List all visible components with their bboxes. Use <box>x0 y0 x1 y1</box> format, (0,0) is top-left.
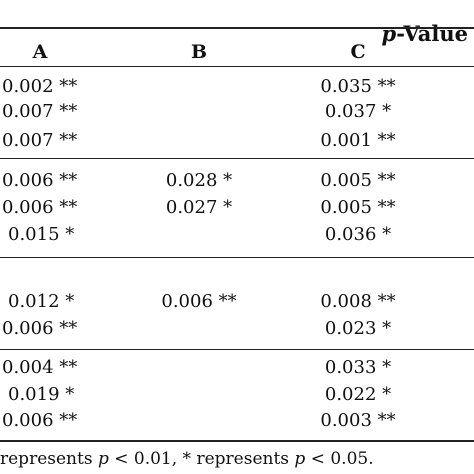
rule-group1-bottom <box>0 158 474 159</box>
cell-a-row3: 0.007 ** <box>2 130 78 151</box>
cell-c-row4: 0.005 ** <box>320 170 396 191</box>
column-header-b: B <box>190 41 208 63</box>
footnote-p2: p <box>294 449 306 469</box>
rule-top <box>0 27 474 29</box>
cell-c-row11: 0.003 ** <box>320 410 396 431</box>
cell-c-row9: 0.033 * <box>324 357 392 378</box>
cell-a-row8: 0.006 ** <box>2 318 78 339</box>
footnote: represents p < 0.01, * represents p < 0.… <box>0 448 374 470</box>
cell-c-row3: 0.001 ** <box>320 130 396 151</box>
cell-c-row5: 0.005 ** <box>320 197 396 218</box>
rule-group2-bottom <box>0 257 474 258</box>
rule-group3-bottom <box>0 349 474 350</box>
footnote-part2: < 0.01, * represents <box>108 449 295 469</box>
cell-a-row1: 0.002 ** <box>2 76 78 97</box>
cell-a-row11: 0.006 ** <box>2 410 78 431</box>
cell-c-row10: 0.022 * <box>324 384 392 405</box>
cell-a-row2: 0.007 ** <box>2 101 78 122</box>
cell-a-row7: 0.012 * <box>8 291 75 312</box>
footnote-part3: < 0.05. <box>305 449 374 469</box>
cell-a-row10: 0.019 * <box>8 384 75 405</box>
footnote-p1: p <box>97 449 109 469</box>
cell-c-row1: 0.035 ** <box>320 76 396 97</box>
cell-b-row7: 0.006 ** <box>161 291 237 312</box>
column-header-c: C <box>350 41 366 63</box>
cell-b-row5: 0.027 * <box>165 197 233 218</box>
title-rest: -Value <box>396 21 468 46</box>
cell-a-row6: 0.015 * <box>8 224 75 245</box>
cell-a-row9: 0.004 ** <box>2 357 78 378</box>
cell-a-row4: 0.006 ** <box>2 170 78 191</box>
footnote-part1: represents <box>0 449 98 469</box>
cell-c-row7: 0.008 ** <box>320 291 396 312</box>
rule-bottom <box>0 440 474 442</box>
cell-c-row8: 0.023 * <box>324 318 392 339</box>
cell-a-row5: 0.006 ** <box>2 197 78 218</box>
title-italic-p: p <box>381 21 397 46</box>
cell-c-row6: 0.036 * <box>324 224 392 245</box>
cell-c-row2: 0.037 * <box>324 101 392 122</box>
rule-header-bottom <box>0 66 474 67</box>
cell-b-row4: 0.028 * <box>165 170 233 191</box>
column-header-a: A <box>32 41 48 63</box>
